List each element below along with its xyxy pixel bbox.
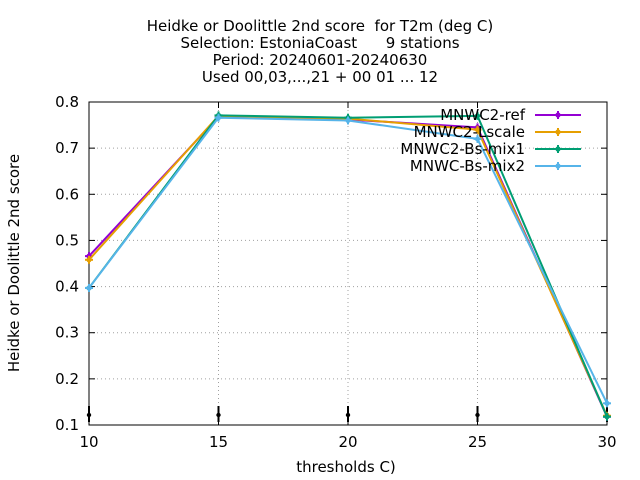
marker-dot [215,115,222,121]
series-3 [85,113,611,408]
threshold-marker-dot [345,412,351,418]
marker-dot [555,129,561,135]
legend-label: MNWC2-ref [440,106,525,124]
x-tick-label: 20 [338,433,357,451]
legend-marker [554,145,562,153]
title-line-3: Period: 20240601-20240630 [212,51,428,69]
data-point [473,111,482,120]
data-point [473,134,482,143]
x-tick-label: 10 [79,433,98,451]
legend-label: MNWC2-Lscale [414,123,525,141]
legend-marker [554,162,562,170]
marker-dot [86,285,92,291]
y-tick-label: 0.6 [55,185,79,203]
legend: MNWC2-refMNWC2-LscaleMNWC2-Bs-mix1MNWC-B… [400,106,581,175]
data-point [603,412,611,421]
threshold-marker-dot [216,412,221,418]
marker-dot [474,127,481,133]
y-tick-label: 0.7 [55,139,79,157]
legend-label: MNWC-Bs-mix2 [410,157,525,175]
y-tick-label: 0.4 [55,278,79,296]
x-tick-label: 15 [209,433,228,451]
marker-dot [474,113,481,119]
data-point [214,113,223,122]
y-tick-label: 0.8 [55,93,79,111]
marker-dot [604,400,610,406]
y-tick-label: 0.1 [55,416,79,434]
y-tick-label: 0.5 [55,231,79,249]
series-line [88,116,608,404]
data-point [473,125,482,134]
legend-label: MNWC2-Bs-mix1 [400,140,525,158]
x-tick-label: 30 [597,433,616,451]
data-point [85,283,93,292]
marker-dot [474,136,481,142]
x-tick-label: 25 [468,433,487,451]
title-line-4: Used 00,03,...,21 + 00 01 ... 12 [201,68,439,86]
marker-dot [555,146,561,152]
marker-dot [555,112,561,118]
legend-marker [554,111,562,119]
x-axis-label: thresholds C) [296,458,396,476]
y-tick-label: 0.2 [55,370,79,388]
marker-dot [345,117,351,124]
data-point [344,116,352,125]
threshold-marker-dot [86,412,92,418]
title-line-2: Selection: EstoniaCoast 9 stations [180,34,460,52]
legend-marker [554,128,562,136]
marker-dot [86,257,92,263]
marker-dot [604,414,610,420]
title-line-1: Heidke or Doolittle 2nd score for T2m (d… [146,17,494,35]
marker-dot [555,163,561,169]
y-tick-label: 0.3 [55,324,79,342]
data-point [85,255,93,264]
data-point [603,399,611,408]
threshold-marker-dot [475,412,480,418]
